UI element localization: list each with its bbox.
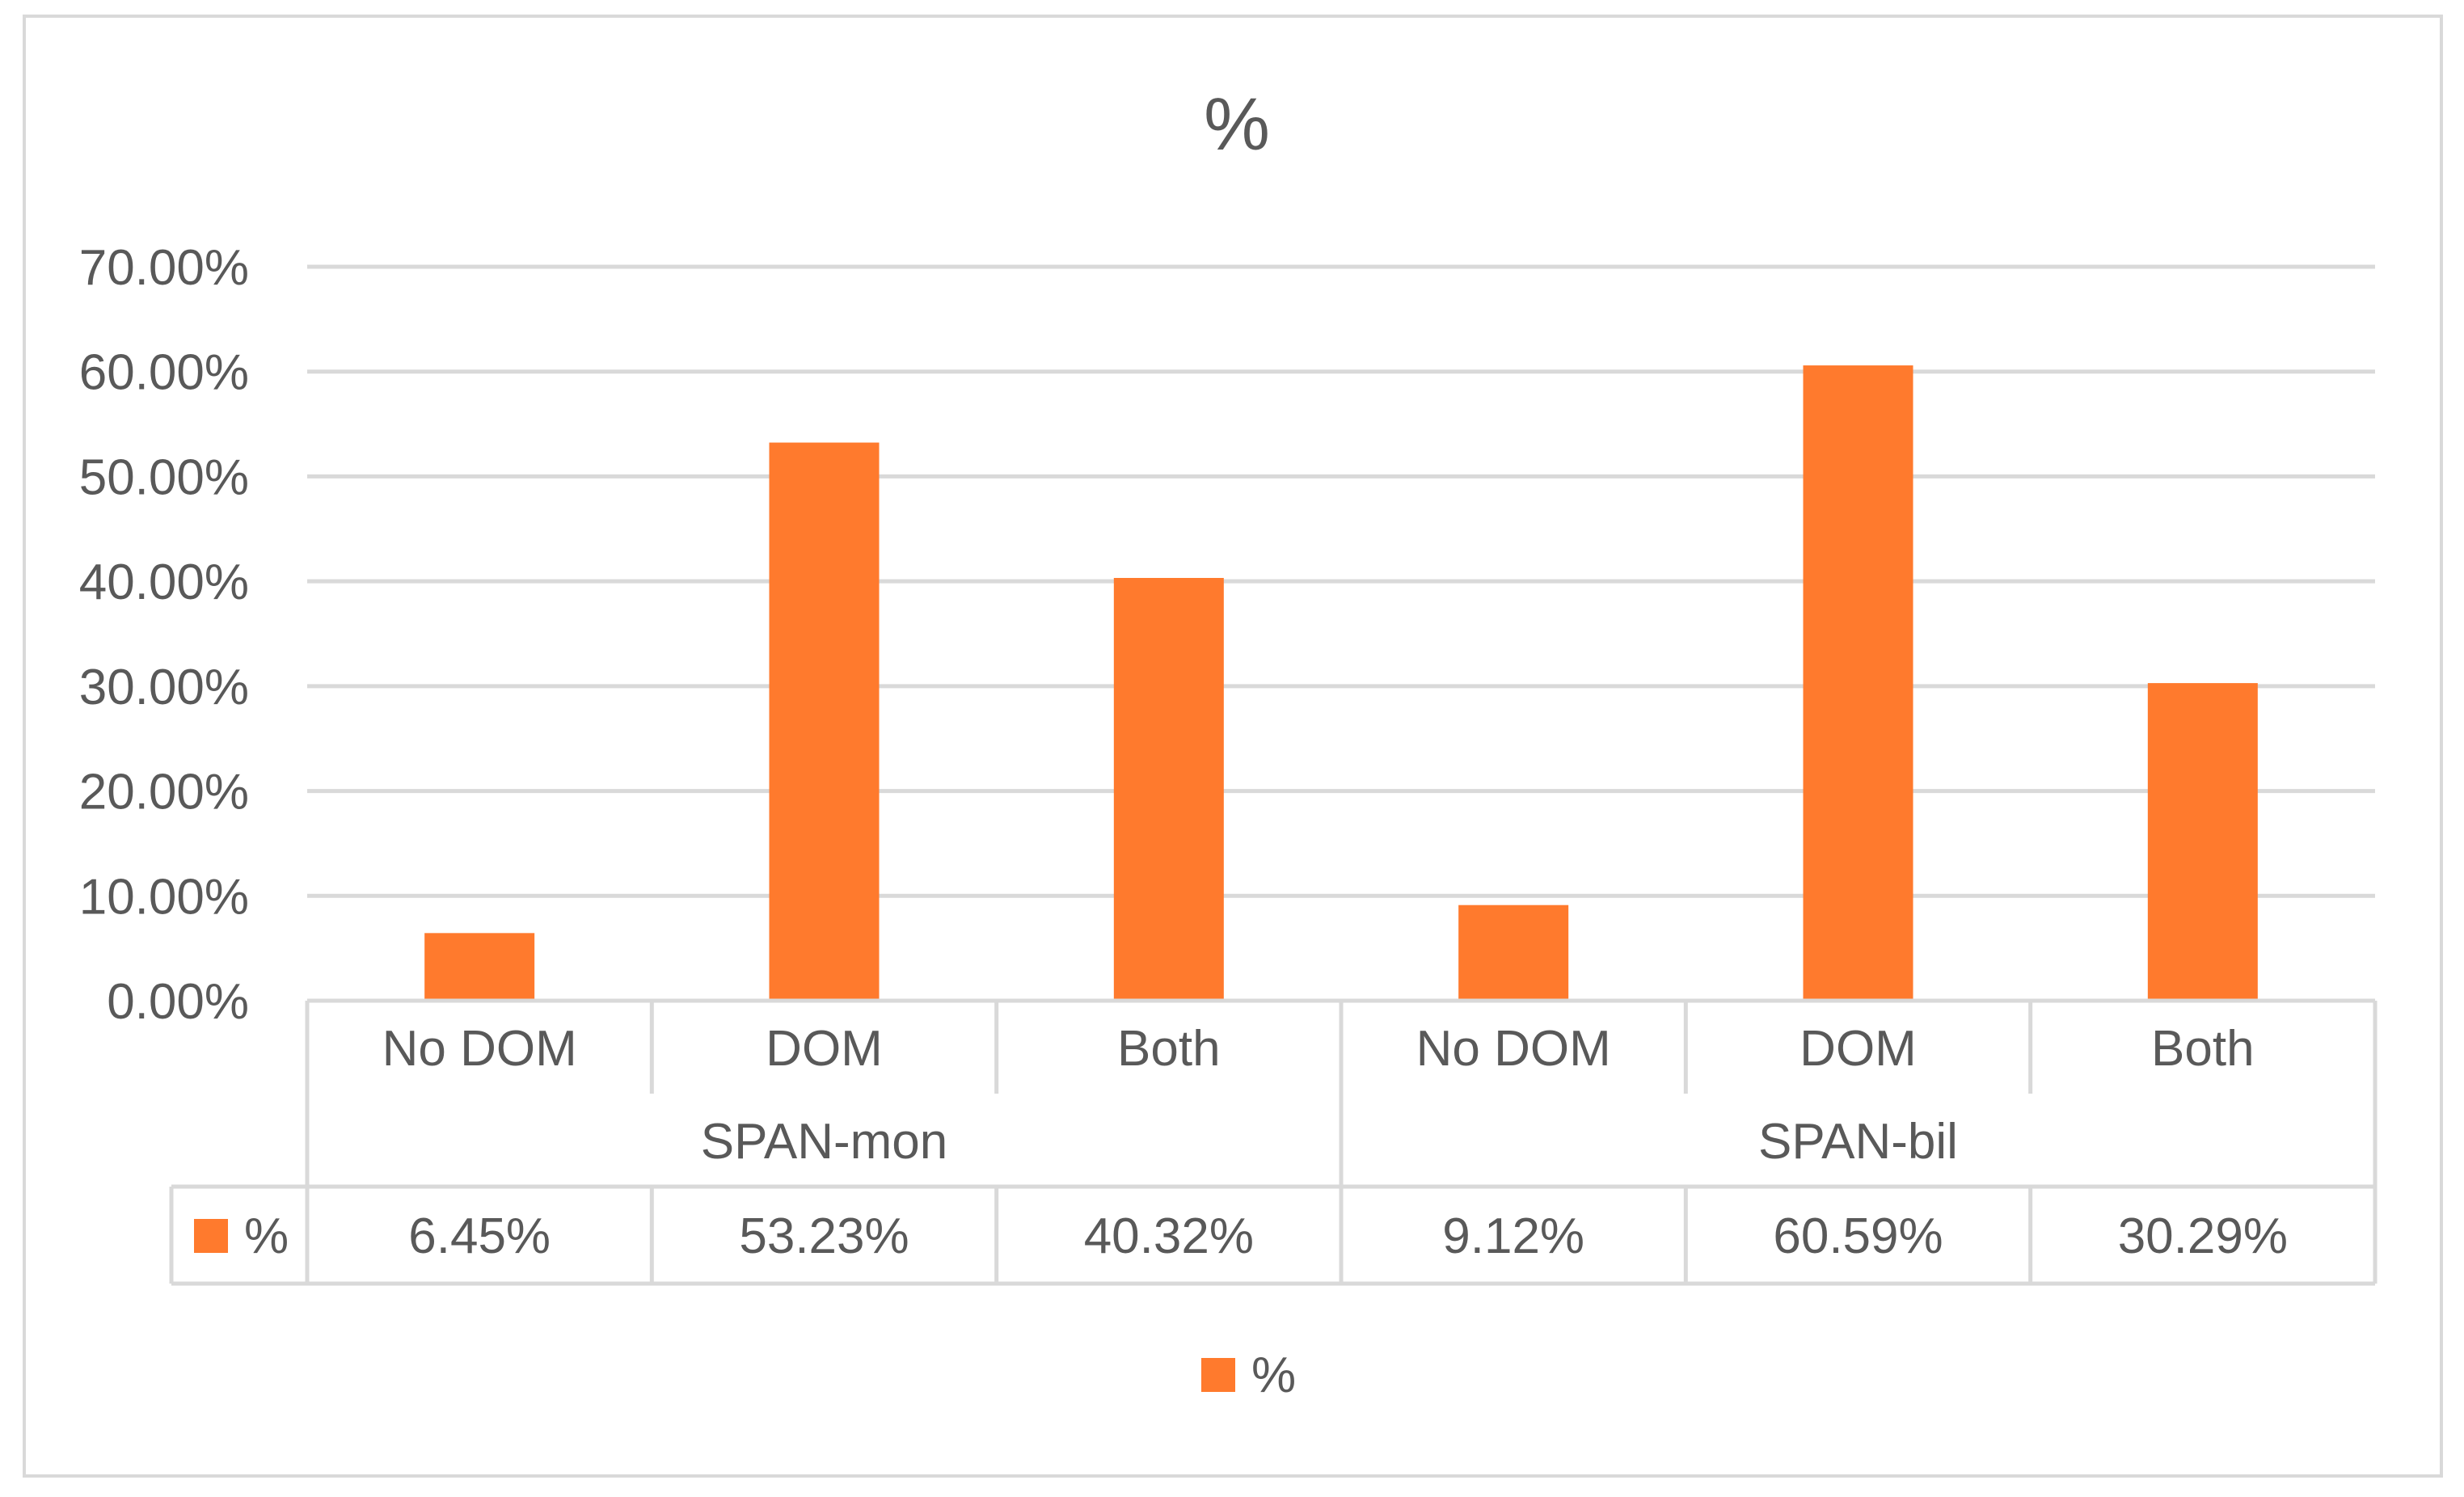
x-group-label: SPAN-bil — [1758, 1114, 1958, 1170]
data-value-label: 60.59% — [1773, 1208, 1943, 1264]
data-value-label: 9.12% — [1442, 1208, 1584, 1264]
data-value-label: 30.29% — [2118, 1208, 2288, 1264]
bar — [1113, 577, 1224, 1001]
data-value-label: 40.32% — [1084, 1208, 1254, 1264]
bars — [424, 365, 2258, 1001]
data-table: No DOM DOM Both No DOM DOM Both SPAN-mon SPAN-b… — [169, 998, 2378, 1286]
x-category-label: DOM — [1799, 1021, 1917, 1077]
x-group-label: SPAN-mon — [701, 1114, 948, 1170]
bar — [769, 442, 880, 1001]
bar — [424, 933, 535, 1001]
x-category-label: DOM — [766, 1021, 883, 1077]
y-tick-label: 40.00% — [79, 555, 249, 610]
x-category-label: Both — [1117, 1021, 1221, 1077]
data-value-label: 6.45% — [408, 1208, 551, 1264]
bar — [1803, 365, 1913, 1001]
y-tick-label: 70.00% — [79, 240, 249, 296]
y-tick-label: 0.00% — [107, 974, 249, 1030]
chart-title: % — [1204, 83, 1270, 166]
data-value-label: 53.23% — [739, 1208, 909, 1264]
x-category-label: Both — [2151, 1021, 2255, 1077]
bar — [1458, 905, 1569, 1001]
y-axis-tick-labels: 0.00% 10.00% 20.00% 30.00% 40.00% 50.00% 60.00… — [79, 240, 249, 1030]
legend-label: % — [1251, 1347, 1296, 1403]
y-tick-label: 30.00% — [79, 660, 249, 715]
x-category-label: No DOM — [1416, 1021, 1611, 1077]
x-category-label: No DOM — [382, 1021, 577, 1077]
y-tick-label: 10.00% — [79, 869, 249, 925]
bar — [2147, 683, 2258, 1001]
y-tick-label: 20.00% — [79, 765, 249, 820]
y-tick-label: 50.00% — [79, 449, 249, 505]
table-legend-key — [194, 1219, 228, 1253]
table-series-name: % — [244, 1208, 289, 1264]
legend: % — [1201, 1347, 1296, 1403]
chart-border — [23, 15, 2443, 1478]
y-tick-label: 60.00% — [79, 345, 249, 401]
legend-swatch — [1201, 1358, 1235, 1392]
